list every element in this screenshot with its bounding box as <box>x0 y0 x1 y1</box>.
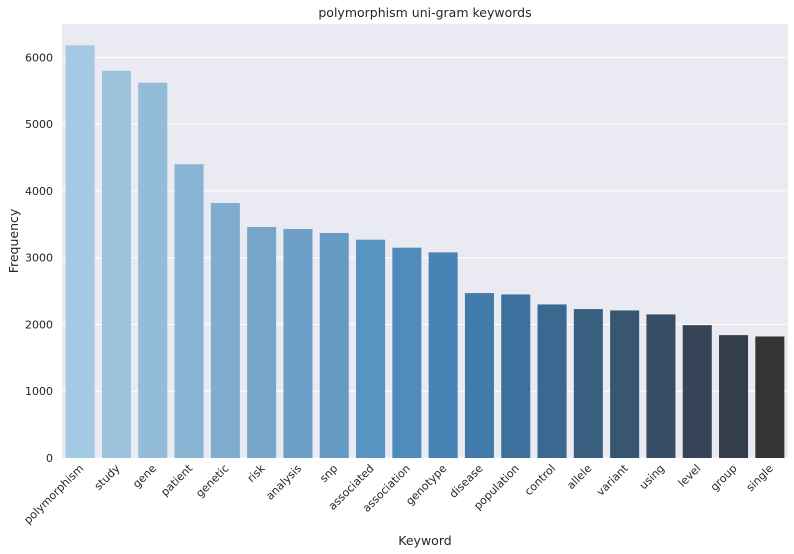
y-axis-ticks: 0 1000 2000 3000 4000 5000 6000 <box>25 51 53 465</box>
bar-genotype <box>428 252 458 458</box>
bar-gene <box>138 82 168 458</box>
y-tick-label: 1000 <box>25 385 53 398</box>
x-tick-label-genetic: genetic <box>193 462 231 500</box>
bar-study <box>101 70 131 458</box>
x-tick-label-single: single <box>744 462 776 494</box>
x-tick-label-patient: patient <box>158 461 195 498</box>
bar-patient <box>174 164 204 458</box>
bar-level <box>682 325 712 458</box>
x-tick-label-analysis: analysis <box>263 462 304 503</box>
bar-snp <box>319 232 349 458</box>
x-tick-label-level: level <box>676 462 704 490</box>
bar-group <box>719 335 749 458</box>
bar-polymorphism <box>65 45 95 459</box>
y-tick-label: 6000 <box>25 51 53 64</box>
bar-analysis <box>283 228 313 458</box>
y-tick-label: 3000 <box>25 252 53 265</box>
x-tick-label-using: using <box>637 462 667 492</box>
x-tick-label-study: study <box>92 462 123 493</box>
bar-genetic <box>210 202 240 458</box>
x-tick-label-gene: gene <box>130 462 159 491</box>
x-tick-label-control: control <box>522 462 558 498</box>
bar-association <box>392 247 422 458</box>
bar-disease <box>464 293 494 458</box>
bar-associated <box>356 239 386 458</box>
x-tick-label-risk: risk <box>245 461 269 485</box>
x-tick-label-variant: variant <box>594 461 631 498</box>
bar-single <box>755 336 785 458</box>
bar-control <box>537 304 567 458</box>
x-axis-label: Keyword <box>398 533 451 548</box>
x-tick-label-polymorphism: polymorphism <box>21 462 86 527</box>
bar-risk <box>247 226 277 458</box>
x-tick-label-group: group <box>708 462 740 494</box>
y-tick-label: 4000 <box>25 185 53 198</box>
plot-background <box>62 24 788 458</box>
bar-population <box>501 294 531 458</box>
chart-title: polymorphism uni-gram keywords <box>318 5 531 20</box>
x-tick-label-allele: allele <box>564 462 594 492</box>
x-tick-label-snp: snp <box>317 462 340 485</box>
y-tick-label: 5000 <box>25 118 53 131</box>
y-tick-label: 2000 <box>25 318 53 331</box>
bar-allele <box>573 309 603 458</box>
y-axis-label: Frequency <box>6 208 21 273</box>
bars <box>65 45 785 459</box>
bar-using <box>646 314 676 458</box>
bar-variant <box>610 310 640 458</box>
y-tick-label: 0 <box>46 452 53 465</box>
